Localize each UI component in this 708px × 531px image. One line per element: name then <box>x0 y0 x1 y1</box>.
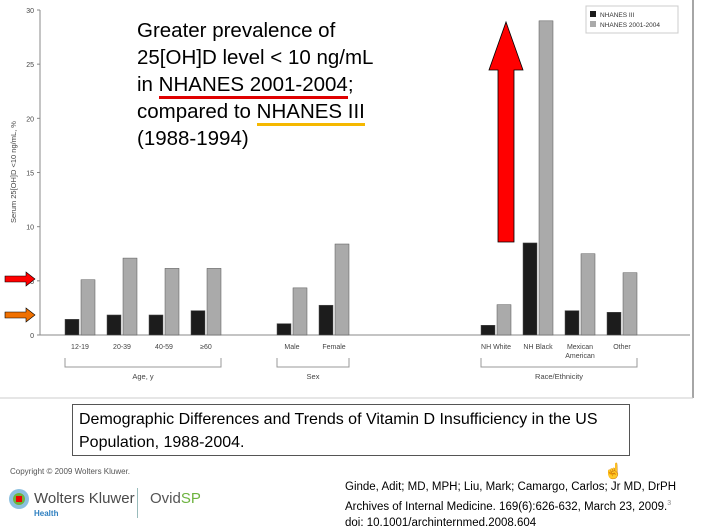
y-tick-label: 0 <box>30 333 34 340</box>
bar-nhanes-2001-2004 <box>164 268 180 336</box>
bar-nhanes-2001-2004 <box>334 243 350 336</box>
y-tick-label: 20 <box>26 116 34 123</box>
bar-nhanes-iii <box>148 314 164 336</box>
group-label: Sex <box>307 372 320 381</box>
bar-nhanes-2001-2004 <box>538 20 554 336</box>
bar-nhanes-iii <box>318 304 334 336</box>
brand-name: Wolters Kluwer <box>34 490 135 507</box>
citation-superscript: 3 <box>667 499 672 507</box>
figure-caption: Demographic Differences and Trends of Vi… <box>72 404 630 456</box>
underlined-nhanes-2001: NHANES 2001-2004 <box>158 73 348 99</box>
legend-label: NHANES 2001-2004 <box>600 22 660 29</box>
y-tick-label: 30 <box>26 8 34 15</box>
ovid-logo: OvidSP <box>150 490 201 507</box>
divider <box>137 488 138 518</box>
bar-nhanes-iii <box>606 312 622 336</box>
citation-doi: doi: 10.1001/archinternmed.2008.604 <box>345 516 537 529</box>
ovid-text: Ovid <box>150 490 181 507</box>
up-arrow-icon <box>488 20 524 243</box>
x-tick-label: Other <box>613 344 631 351</box>
group-bracket <box>64 358 222 368</box>
x-tick-label: ≥60 <box>200 344 212 351</box>
bar-nhanes-2001-2004 <box>206 268 222 336</box>
bar-nhanes-2001-2004 <box>580 253 596 336</box>
bar-nhanes-2001-2004 <box>80 279 96 336</box>
group-label: Age, y <box>132 372 154 381</box>
hand-cursor-icon: ☝ <box>604 463 623 480</box>
bar-nhanes-2001-2004 <box>292 287 308 336</box>
legend-swatch <box>590 11 596 17</box>
legend-label: NHANES III <box>600 12 635 19</box>
x-tick-label: Mexican <box>567 344 593 351</box>
annotation-text: Greater prevalence of 25[OH]D level < 10… <box>137 17 373 152</box>
x-tick-label: Female <box>322 344 345 351</box>
bar-nhanes-iii <box>480 325 496 336</box>
citation-journal: Archives of Internal Medicine. 169(6):62… <box>345 500 668 513</box>
sp-text: SP <box>180 490 201 507</box>
bar-chart: 0 5 10 15 20 25 30 Serum 25[OH]D <10 ng/mL, % 12… <box>0 0 694 399</box>
legend-swatch <box>590 21 596 27</box>
annotation-line: compared to NHANES III <box>137 98 373 126</box>
bar-nhanes-iii <box>276 323 292 336</box>
bar-nhanes-iii <box>564 310 580 336</box>
citation-authors: Ginde, Adit; MD, MPH; Liu, Mark; Camargo… <box>345 481 677 493</box>
x-tick-label: American <box>565 353 595 360</box>
legend-box <box>585 5 679 34</box>
right-arrow-icon <box>4 307 36 323</box>
brand-sub: Health <box>34 509 59 518</box>
x-tick-label: NH Black <box>523 344 553 351</box>
group-label: Race/Ethnicity <box>535 372 583 381</box>
bar-nhanes-iii <box>190 310 206 336</box>
x-tick-label: 12-19 <box>71 344 89 351</box>
annotation-line: Greater prevalence of <box>137 19 336 42</box>
bar-nhanes-2001-2004 <box>622 272 638 336</box>
group-bracket <box>480 358 638 368</box>
x-tick-label: 20-39 <box>113 344 131 351</box>
annotation-line: (1988-1994) <box>137 127 249 150</box>
citation: Ginde, Adit; MD, MPH; Liu, Mark; Camargo… <box>345 479 676 531</box>
annotation-fragment: in <box>137 73 159 96</box>
y-tick-label: 15 <box>26 171 34 178</box>
x-tick-label: NH White <box>481 344 511 351</box>
bar-nhanes-iii <box>64 319 80 336</box>
underlined-nhanes-iii: NHANES III <box>256 100 365 126</box>
group-bracket <box>276 358 350 368</box>
bar-nhanes-iii <box>522 242 538 336</box>
bar-nhanes-2001-2004 <box>122 257 138 336</box>
y-axis-label: Serum 25[OH]D <10 ng/mL, % <box>9 121 18 223</box>
annotation-fragment: ; <box>347 73 354 96</box>
right-arrow-icon <box>4 271 36 287</box>
y-tick-label: 5 <box>30 279 34 286</box>
citation-journal-line: Archives of Internal Medicine. 169(6):62… <box>345 496 676 515</box>
x-tick-label: 40-59 <box>155 344 173 351</box>
x-tick-label: Male <box>284 344 299 351</box>
bar-nhanes-iii <box>106 314 122 336</box>
copyright: Copyright © 2009 Wolters Kluwer. <box>10 467 131 476</box>
bar-nhanes-2001-2004 <box>496 304 512 336</box>
annotation-line: in NHANES 2001-2004; <box>137 71 373 99</box>
annotation-line: 25[OH]D level < 10 ng/mL <box>137 46 374 69</box>
wolters-kluwer-logo-icon <box>9 489 29 509</box>
annotation-fragment: compared to <box>137 100 257 123</box>
y-tick-label: 10 <box>26 225 34 232</box>
y-tick-label: 25 <box>26 62 34 69</box>
